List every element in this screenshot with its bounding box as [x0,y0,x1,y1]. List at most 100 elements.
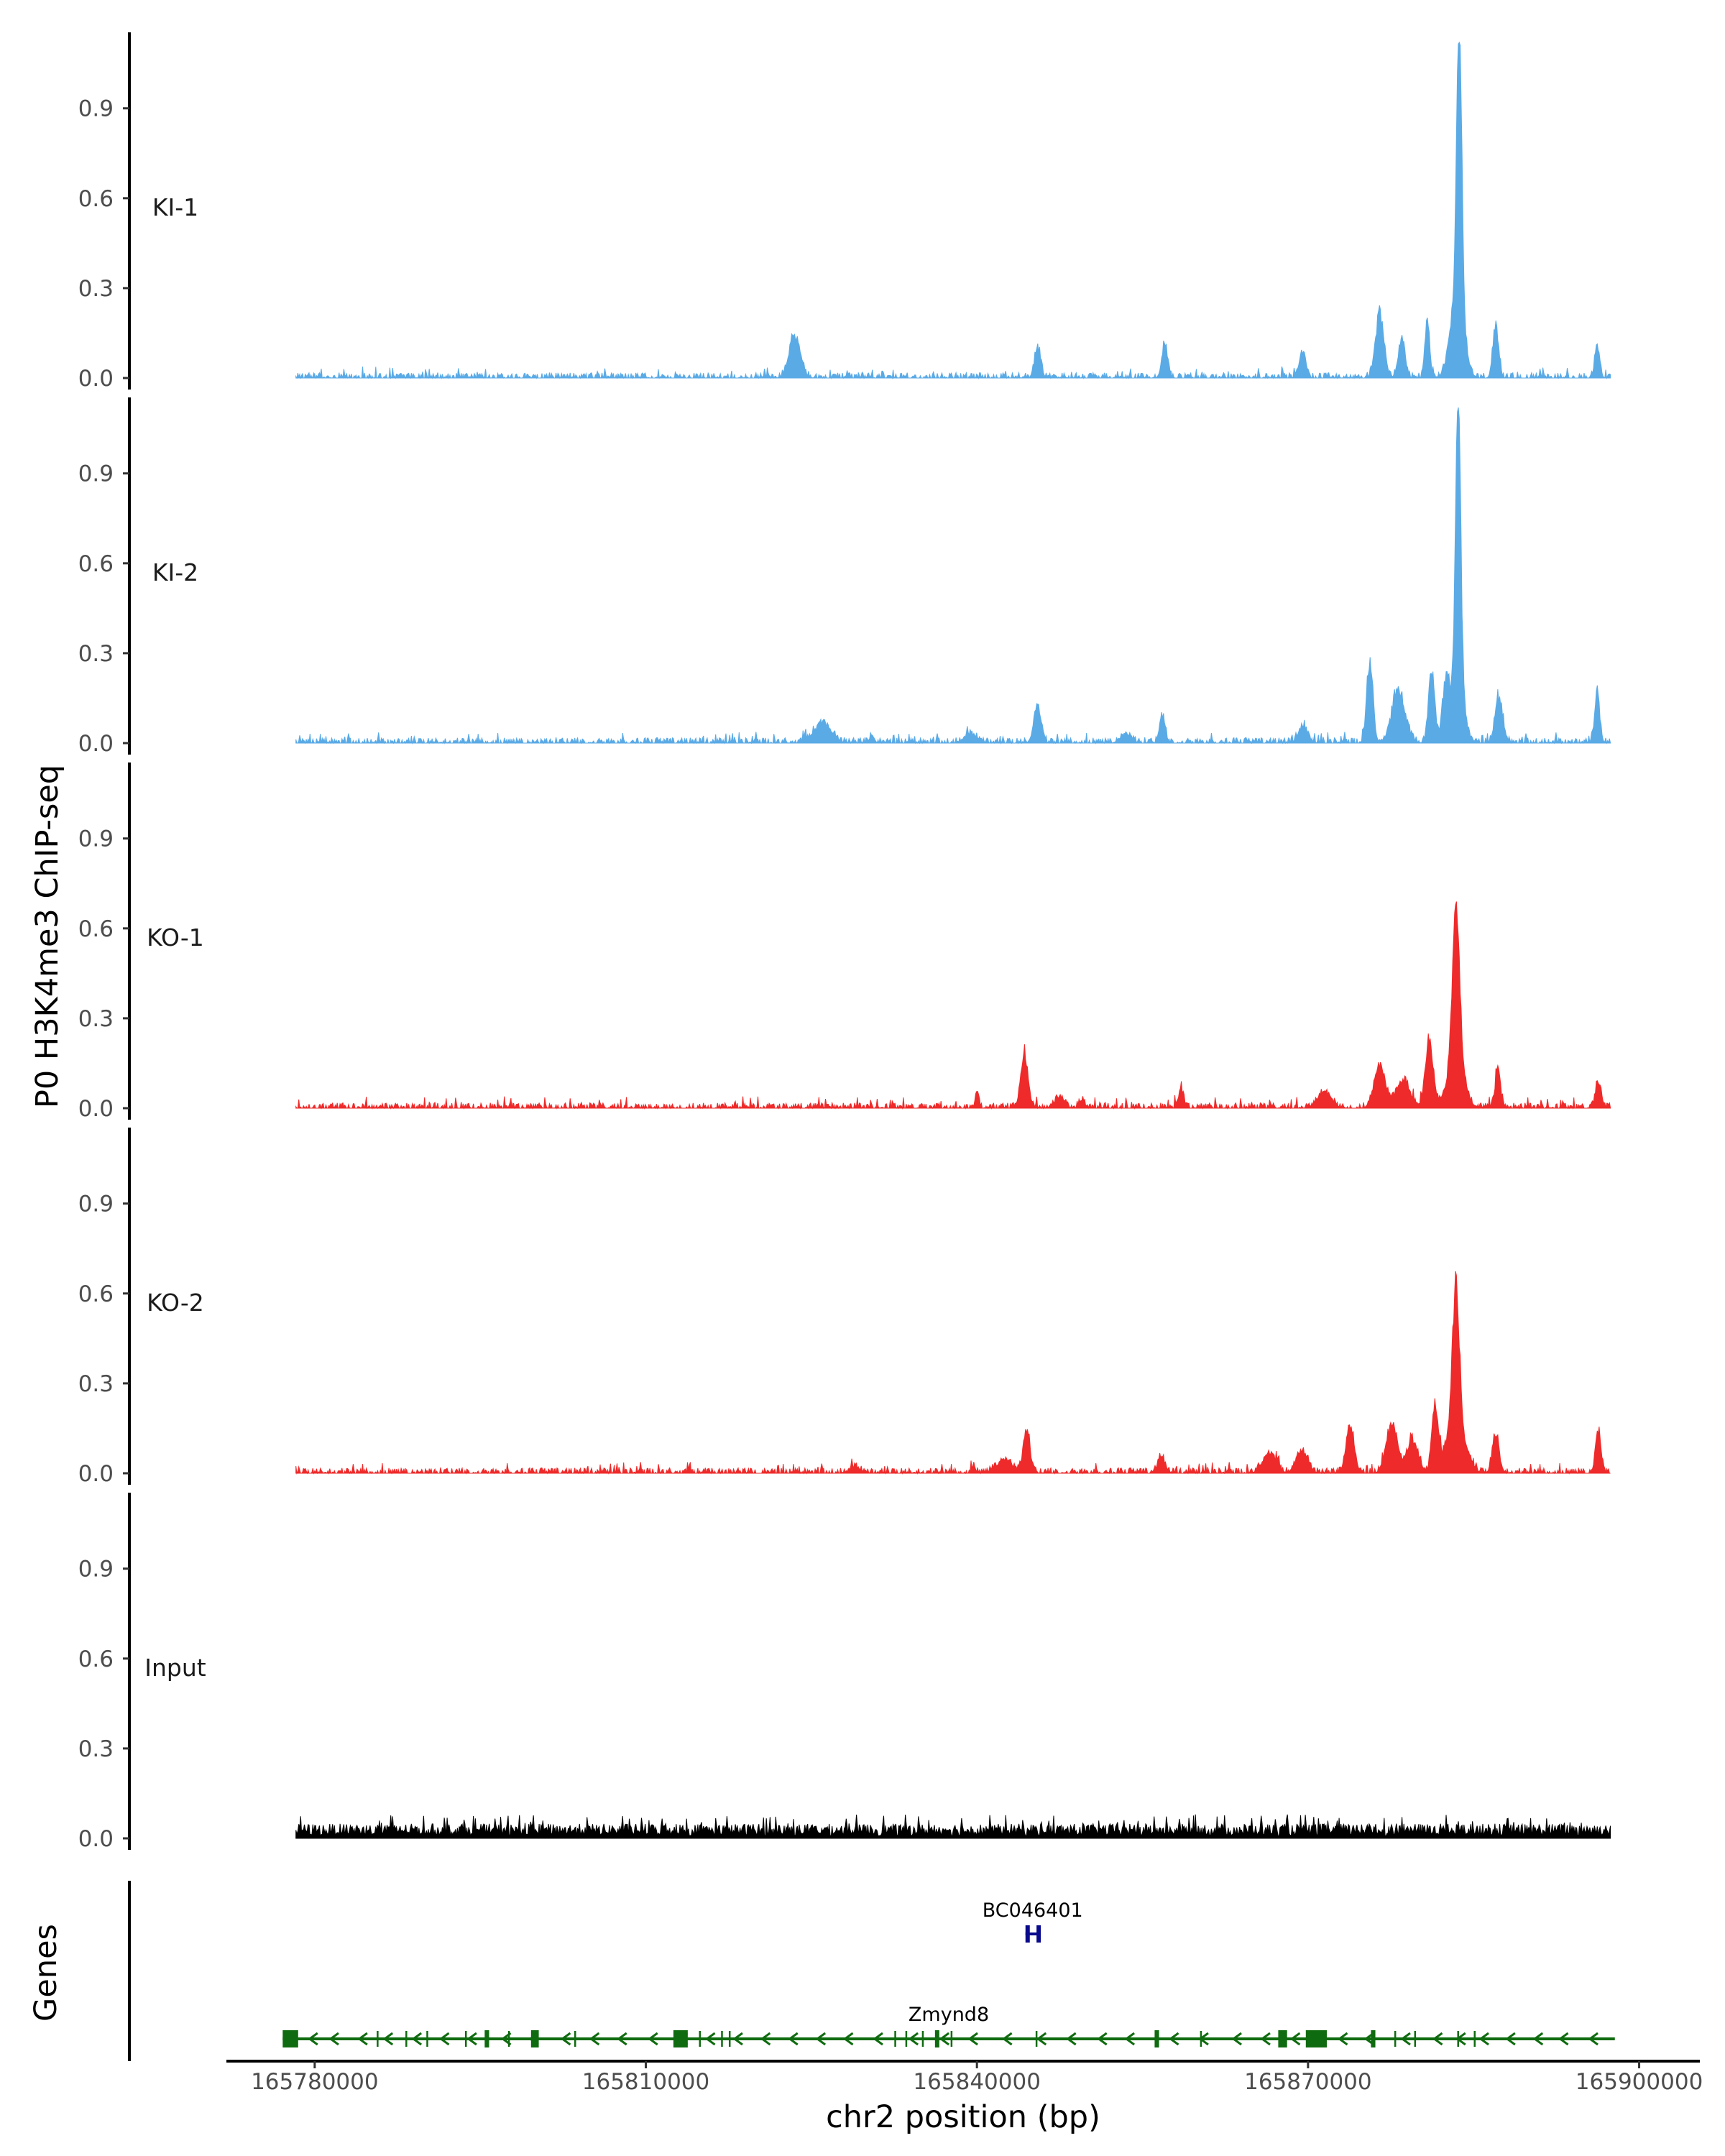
gene-strand-arrow [1432,2032,1443,2046]
gene-exon-block [1278,2030,1287,2047]
gene-label: Zmynd8 [908,2004,989,2026]
gene-strand-arrow [1198,2032,1209,2046]
gene-exon-block [484,2030,489,2047]
y-tick-label: 0.6 [78,1281,114,1307]
gene-strand-arrow [528,2032,539,2046]
y-tick-label: 0.6 [78,186,114,212]
gene-exon-block [530,2030,539,2047]
gene-strand-arrow [328,2032,339,2046]
gene-exon-block [1154,2030,1159,2047]
y-tick-label: 0.6 [78,1646,114,1672]
x-tick-label: 165900000 [1576,2069,1703,2095]
track-label: KO-2 [147,1289,204,1317]
gene-strand-arrow [1363,2032,1375,2046]
signal-area [295,41,1611,379]
gene-strand-arrow [967,2032,978,2046]
gene-strand-arrow [873,2032,883,2046]
y-tick-label: 0.6 [78,916,114,942]
gene-strand-arrow [357,2032,368,2046]
gene-strand-arrow [500,2032,512,2046]
x-tick-label: 165840000 [913,2069,1041,2095]
signal-area [295,901,1611,1110]
x-tick-label: 165810000 [582,2069,710,2095]
track-label: KI-1 [152,193,198,221]
gene-strand-arrow [908,2032,919,2046]
y-tick-label: 0.9 [78,461,114,487]
y-tick-label: 0.9 [78,1192,114,1217]
gene-strand-arrow [1505,2032,1516,2046]
gene-strand-arrow [589,2032,600,2046]
gene-strand-arrow [1455,2032,1466,2046]
gene-exon-block [934,2030,939,2047]
gene-strand-arrow [1097,2032,1108,2046]
signal-area [295,407,1611,745]
x-tick-label: 165780000 [251,2069,379,2095]
x-axis: 165780000 165810000 165840000 165870000 1659… [226,2060,1703,2095]
gene-strand-arrow [1337,2032,1348,2046]
gene-strand-arrow [1558,2032,1569,2046]
gene-strand-arrow [1289,2032,1301,2046]
x-axis-title: chr2 position (bp) [826,2099,1100,2135]
gene-strand-arrow [760,2032,771,2046]
gene-strand-arrow [732,2032,743,2046]
y-tick-label: 0.0 [78,1096,114,1122]
gene-strand-arrow [617,2032,627,2046]
genes-panel-label: Genes [28,1924,64,2022]
y-tick-label: 0.0 [78,366,114,392]
y-tick-label: 0.9 [78,96,114,122]
gene-exon-block [1036,1925,1041,1943]
gene-exon-block [282,2030,298,2047]
signal-tracks: 0.00.30.60.9KI-10.00.30.60.9KI-20.00.30.… [78,32,1611,1852]
gene-strand-arrow [705,2032,716,2046]
track-ko-1: 0.0 0.3 0.6 0.9 KO-1 [78,763,1611,1122]
y-tick-label: 0.0 [78,731,114,757]
gene-strand-arrow [677,2032,689,2046]
y-tick-label: 0.0 [78,1826,114,1852]
track-ki-2: 0.0 0.3 0.6 0.9 KI-2 [78,397,1611,757]
y-tick-label: 0.6 [78,551,114,577]
gene-strand-arrow [1036,2032,1047,2046]
gene-strand-arrow [1588,2032,1598,2046]
gene-strand-arrow [411,2032,423,2046]
gene-strand-arrow [438,2032,450,2046]
y-tick-label: 0.3 [78,276,114,302]
gene-strand-arrow [1532,2032,1544,2046]
gene-strand-arrow [382,2032,394,2046]
y-tick-label: 0.0 [78,1461,114,1487]
track-label: Input [144,1654,206,1682]
gene-strand-arrow [1400,2032,1411,2046]
gene-exon-block [1305,2030,1327,2047]
track-ki-1: 0.0 0.3 0.6 0.9 KI-1 [78,32,1611,392]
gene-strand-arrow [1260,2032,1271,2046]
gene-strand-arrow [1168,2032,1179,2046]
track-input: 0.0 0.3 0.6 0.9 Input [78,1493,1611,1852]
gene-strand-arrow [1231,2032,1242,2046]
gene-zmynd8: Zmynd8 [282,2004,1615,2047]
track-label: KO-1 [147,923,204,952]
signal-area [295,1814,1611,1839]
track-ko-2: 0.0 0.3 0.6 0.9 KO-2 [78,1128,1611,1487]
y-tick-label: 0.9 [78,826,114,852]
gene-strand-arrow [842,2032,854,2046]
gene-exon-block [1025,1925,1030,1943]
y-tick-label: 0.3 [78,641,114,667]
y-tick-label: 0.3 [78,1006,114,1032]
gene-strand-arrow [560,2032,571,2046]
gene-strand-arrow [788,2032,799,2046]
gene-strand-arrow [1124,2032,1135,2046]
gene-strand-arrow [648,2032,658,2046]
track-label: KI-2 [152,558,198,586]
gene-strand-arrow [466,2032,477,2046]
y-axis-title: P0 H3K4me3 ChIP-seq [29,765,65,1108]
gene-strand-arrow [1066,2032,1077,2046]
gene-bc046401: BC046401 [983,1899,1083,1943]
gene-strand-arrow [1478,2032,1489,2046]
y-tick-label: 0.3 [78,1371,114,1397]
gene-label: BC046401 [983,1899,1083,1922]
gene-strand-arrow [1002,2032,1013,2046]
gene-strand-arrow [815,2032,827,2046]
gene-strand-arrow [939,2032,950,2046]
x-tick-label: 165870000 [1244,2069,1372,2095]
y-tick-label: 0.9 [78,1557,114,1583]
